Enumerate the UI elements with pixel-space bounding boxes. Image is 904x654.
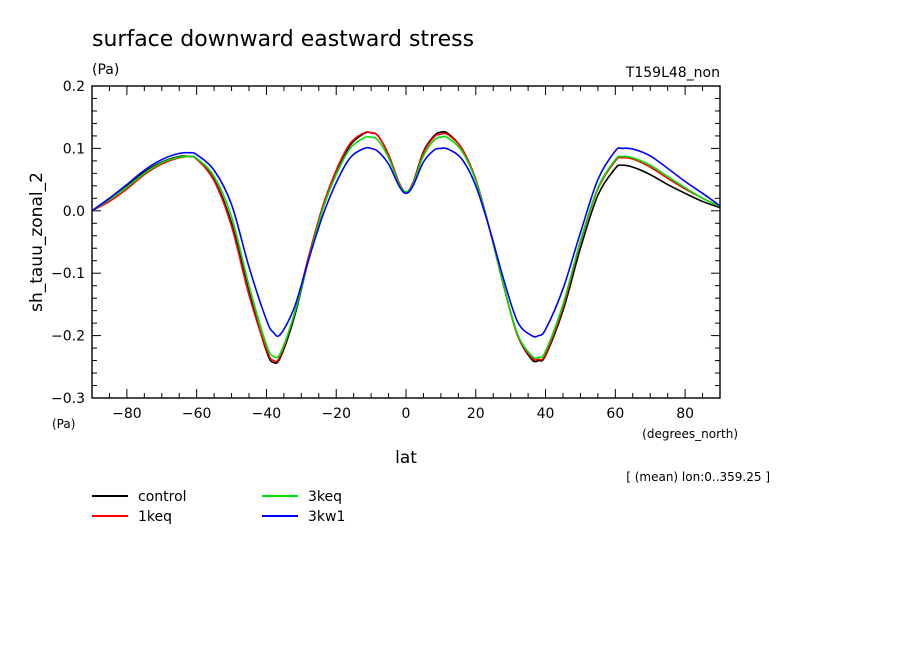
y-tick-label: −0.3 [51, 391, 85, 407]
legend: control 1keq 3keq 3kw1 [92, 489, 345, 525]
legend-label-control: control [138, 489, 187, 505]
x-tick-label: 20 [467, 406, 485, 422]
plot-frame [91, 85, 721, 399]
y-tick-label: −0.1 [51, 266, 85, 282]
series-line-3kw1 [91, 146, 721, 338]
mean-note: [ (mean) lon:0..359.25 ] [626, 470, 770, 484]
series-layer [91, 130, 721, 365]
units-top: (Pa) [92, 62, 119, 78]
x-tick-label: −40 [252, 406, 282, 422]
y-tick-label: 0.0 [63, 204, 85, 220]
x-units-label: (degrees_north) [642, 427, 738, 441]
series-line-control [91, 130, 721, 365]
x-tick-label: −20 [321, 406, 351, 422]
x-axis-label: lat [395, 448, 417, 468]
x-tick-label: −80 [112, 406, 142, 422]
series-line-3keq [91, 135, 721, 360]
x-tick-label: −60 [182, 406, 212, 422]
x-tick-label: 80 [676, 406, 694, 422]
y-tick-group: −0.3 −0.2 −0.1 0.0 0.1 0.2 [51, 79, 720, 407]
series-line-1keq [91, 131, 721, 363]
units-bottom: (Pa) [52, 417, 75, 431]
y-tick-label: −0.2 [51, 329, 85, 345]
legend-label-1keq: 1keq [138, 509, 172, 525]
chart-title: surface downward eastward stress [92, 27, 474, 52]
y-tick-label: 0.1 [63, 141, 85, 157]
x-tick-group: −80 −60 −40 −20 0 20 40 60 80 [91, 86, 721, 422]
y-tick-label: 0.2 [63, 79, 85, 95]
y-axis-label: sh_tauu_zonal_2 [27, 172, 47, 312]
legend-label-3kw1: 3kw1 [308, 509, 345, 525]
legend-label-3keq: 3keq [308, 489, 342, 505]
experiment-label: T159L48_non [625, 65, 720, 81]
x-tick-label: 0 [402, 406, 411, 422]
x-tick-label: 60 [606, 406, 624, 422]
x-tick-label: 40 [537, 406, 555, 422]
